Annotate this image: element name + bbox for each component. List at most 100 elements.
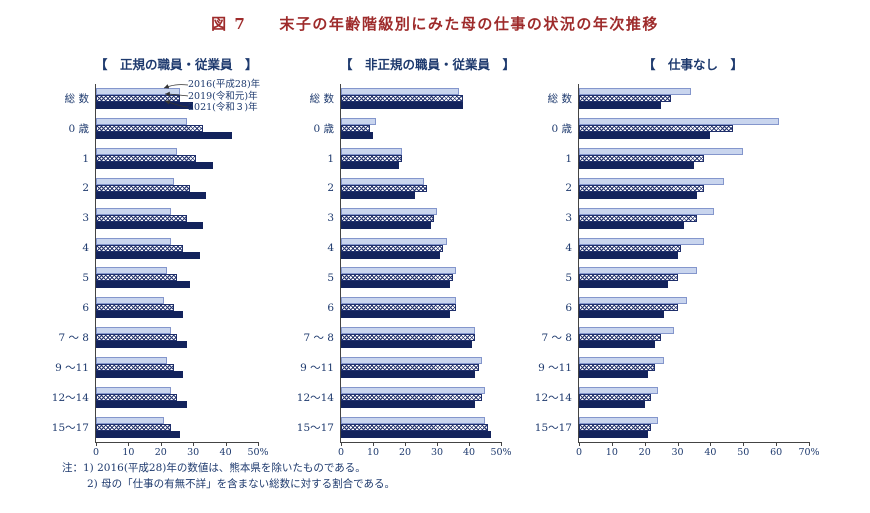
x-axis: 0 10 20 30 40 50% (93, 442, 269, 462)
bar-2021(令和３)年 (579, 162, 694, 170)
bar-2021(令和３)年 (579, 281, 668, 289)
legend-item-2016: 2016(平成28)年 (188, 79, 261, 90)
bar-2019(令和元)年 (579, 244, 681, 252)
panel-title-no-job: 【 仕事なし 】 (642, 57, 743, 72)
category-label: 2 (327, 182, 334, 195)
category-label: 2 (565, 182, 572, 195)
category-label: 7 ～ 8 (58, 332, 89, 345)
x-tick (710, 442, 712, 446)
bar-2016(平成28)年 (96, 118, 187, 126)
category-label: 3 (565, 212, 572, 225)
bar-group (96, 114, 258, 144)
bar-group (341, 203, 501, 233)
bar-2021(令和３)年 (341, 251, 441, 259)
x-tick-label: 50 (737, 447, 750, 458)
bar-2016(平成28)年 (341, 386, 485, 394)
legend-arrow-icon (163, 84, 188, 108)
x-tick (160, 442, 162, 446)
plot-area-regular: 0 10 20 30 40 50% 2016(平成28)年 2019(令和元)年 (93, 79, 269, 458)
bar-2016(平成28)年 (579, 386, 658, 394)
bar-2021(令和３)年 (579, 251, 678, 259)
bar-group (96, 84, 258, 114)
bar-group (341, 114, 501, 144)
category-label: 0 歳 (551, 123, 572, 136)
bar-group (579, 382, 809, 412)
bar-2016(平成28)年 (579, 177, 724, 185)
bar-2019(令和元)年 (96, 423, 171, 431)
bar-group (96, 323, 258, 353)
bar-2016(平成28)年 (341, 356, 482, 364)
category-label: 0 歳 (68, 123, 89, 136)
category-label: 4 (82, 242, 89, 255)
category-label: 総 数 (309, 93, 334, 106)
x-axis: 0 10 20 30 40 50% (337, 442, 512, 462)
bar-group (579, 263, 809, 293)
x-tick-label: 60 (770, 447, 783, 458)
category-label: 6 (327, 301, 334, 314)
bar-2016(平成28)年 (579, 237, 704, 245)
bar-2019(令和元)年 (96, 304, 174, 312)
bar-2021(令和３)年 (341, 191, 415, 199)
figure-title: 図 7 末子の年齢階級別にみた母の仕事の状況の年次推移 (211, 15, 659, 33)
x-tick (225, 442, 227, 446)
bar-2016(平成28)年 (96, 386, 171, 394)
category-label: 5 (327, 271, 334, 284)
x-tick-label: 0 (337, 447, 345, 458)
bar-2021(令和３)年 (341, 341, 473, 349)
bar-2021(令和３)年 (341, 370, 476, 378)
bar-2016(平成28)年 (96, 207, 171, 215)
x-tick (193, 442, 195, 446)
bar-2019(令和元)年 (341, 214, 434, 222)
bar-2016(平成28)年 (341, 207, 437, 215)
x-tick-label: 40 (462, 447, 476, 458)
category-label: 3 (82, 212, 89, 225)
bar-2021(令和３)年 (96, 311, 184, 319)
category-label: 0 歳 (313, 123, 334, 136)
x-tick (96, 442, 97, 446)
bar-group (96, 233, 258, 263)
bar-2019(令和元)年 (341, 274, 453, 282)
bar-2016(平成28)年 (96, 327, 171, 335)
bar-2016(平成28)年 (96, 88, 181, 96)
x-tick-label: 50% (247, 447, 269, 458)
bar-2016(平成28)年 (96, 148, 177, 156)
bar-2019(令和元)年 (341, 125, 370, 133)
footnote-1: 注：1) 2016(平成28)年の数値は、熊本県を除いたものである。 (62, 462, 366, 474)
bar-2016(平成28)年 (579, 118, 780, 126)
category-label: 総 数 (547, 93, 572, 106)
bar-2019(令和元)年 (579, 274, 678, 282)
bar-group (96, 293, 258, 323)
bar-2021(令和３)年 (341, 311, 450, 319)
category-label: 総 数 (64, 93, 89, 106)
x-tick (341, 442, 342, 446)
category-label: 12～14 (51, 391, 89, 404)
bar-2016(平成28)年 (579, 148, 744, 156)
chart-nonregular: 総 数 0 歳 1 2 3 4 5 6 7 ～ 8 9 ～11 12～14 15～17 0 10 20 30… (296, 84, 512, 458)
x-tick (501, 442, 502, 446)
bar-2016(平成28)年 (96, 237, 171, 245)
category-label: 7 ～ 8 (541, 332, 572, 345)
bar-group (579, 293, 809, 323)
bar-2019(令和元)年 (579, 334, 662, 342)
x-tick-label: 30 (430, 447, 444, 458)
panel-title-regular: 【 正規の職員・従業員 】 (95, 57, 258, 72)
bar-2019(令和元)年 (341, 304, 457, 312)
bar-group (579, 84, 809, 114)
panel-nonregular-employees: 【 非正規の職員・従業員 】 総 数 0 歳 1 2 3 4 5 6 7 ～ 8 9 ～11 12～… (296, 56, 515, 458)
bar-group (341, 263, 501, 293)
bar-2016(平成28)年 (579, 356, 665, 364)
bar-2019(令和元)年 (96, 155, 197, 163)
bar-group (341, 233, 501, 263)
bar-2021(令和３)年 (96, 370, 184, 378)
x-tick (405, 442, 406, 446)
y-axis-labels: 総 数 0 歳 1 2 3 4 5 6 7 ～ 8 9 ～11 12～14 15～17 (296, 84, 340, 442)
bar-group (579, 144, 809, 174)
bar-2016(平成28)年 (341, 237, 447, 245)
y-axis-labels: 総 数 0 歳 1 2 3 4 5 6 7 ～ 8 9 ～11 12～14 15～17 (534, 84, 578, 442)
bar-group (341, 84, 501, 114)
bar-group (96, 352, 258, 382)
bar-2016(平成28)年 (341, 416, 485, 424)
bar-group (579, 323, 809, 353)
panel-no-job: 【 仕事なし 】 総 数 0 歳 1 2 3 4 5 6 7 ～ 8 9 ～11 12～14 15～1… (534, 56, 820, 458)
bar-group (341, 144, 501, 174)
